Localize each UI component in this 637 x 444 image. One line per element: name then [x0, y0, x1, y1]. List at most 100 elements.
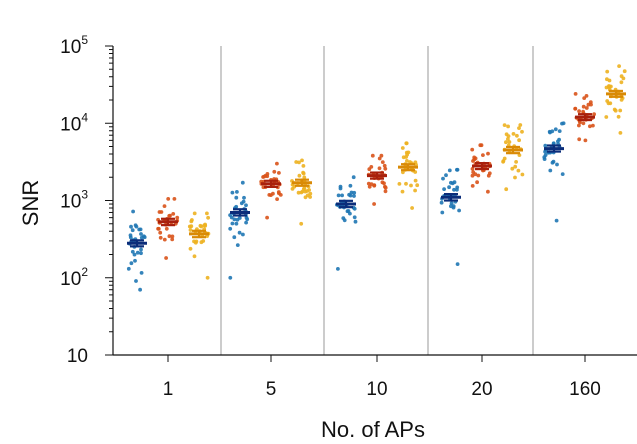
data-point-orange-20 — [501, 159, 505, 164]
data-point-orange-20 — [507, 140, 512, 144]
y-tick-label: 103 — [60, 188, 88, 213]
data-point-orange-1 — [203, 223, 208, 228]
data-point-orange-10 — [409, 183, 413, 188]
data-point-blue-5 — [244, 203, 248, 208]
data-point-orange-10 — [405, 159, 409, 163]
data-point-red-160 — [573, 106, 578, 111]
data-point-orange-5 — [305, 189, 309, 193]
data-point-red-1 — [166, 197, 171, 201]
data-point-orange-1 — [198, 223, 203, 228]
data-point-blue-10 — [348, 193, 353, 198]
data-point-blue-5 — [228, 213, 233, 218]
data-point-blue-5 — [230, 221, 235, 226]
data-point-red-160 — [588, 100, 593, 104]
data-point-orange-20 — [518, 123, 523, 127]
data-point-orange-20 — [504, 140, 508, 145]
data-point-red-20 — [481, 153, 485, 158]
data-point-blue-20 — [449, 201, 454, 206]
data-point-blue-160 — [542, 157, 547, 162]
data-point-red-20 — [470, 184, 475, 188]
x-tick-label-1: 1 — [163, 379, 174, 400]
data-point-orange-10 — [404, 150, 409, 155]
data-point-red-160 — [581, 121, 586, 126]
data-point-red-20 — [471, 159, 475, 163]
data-point-red-20 — [470, 167, 475, 171]
data-point-blue-5 — [244, 220, 249, 225]
y-tick-label: 105 — [60, 33, 88, 58]
data-point-orange-5 — [296, 190, 301, 195]
data-point-orange-10 — [404, 141, 409, 146]
data-point-blue-160 — [557, 129, 562, 134]
data-point-blue-5 — [230, 190, 235, 195]
data-point-orange-20 — [517, 126, 521, 130]
data-point-blue-10 — [336, 267, 340, 271]
data-point-red-1 — [172, 197, 177, 201]
data-point-orange-20 — [513, 164, 518, 169]
data-point-red-5 — [272, 169, 277, 174]
data-point-orange-1 — [206, 215, 211, 220]
data-point-red-1 — [157, 210, 162, 214]
data-point-orange-160 — [605, 77, 609, 82]
data-point-orange-1 — [194, 239, 199, 244]
data-point-blue-1 — [137, 227, 142, 232]
data-point-orange-5 — [301, 171, 306, 176]
data-point-red-5 — [275, 197, 279, 202]
data-point-orange-5 — [302, 175, 307, 180]
data-point-blue-5 — [234, 204, 239, 209]
data-point-blue-10 — [336, 193, 341, 198]
data-point-red-20 — [486, 189, 490, 194]
data-point-red-5 — [277, 171, 281, 175]
data-point-orange-10 — [397, 182, 402, 186]
data-point-blue-10 — [349, 190, 354, 195]
data-point-red-20 — [470, 147, 475, 152]
data-point-blue-1 — [139, 251, 143, 256]
data-point-blue-20 — [455, 262, 460, 266]
data-point-blue-5 — [242, 195, 246, 200]
data-point-red-10 — [370, 153, 375, 158]
data-point-red-10 — [382, 163, 387, 168]
data-point-blue-20 — [447, 168, 452, 173]
data-point-red-10 — [383, 166, 388, 171]
data-point-blue-10 — [351, 175, 356, 180]
data-point-blue-160 — [553, 127, 558, 132]
data-point-red-1 — [158, 230, 163, 235]
data-point-blue-160 — [560, 172, 565, 177]
data-point-red-160 — [588, 124, 592, 129]
mean-markers — [127, 89, 626, 248]
data-point-red-160 — [583, 138, 588, 143]
data-point-orange-1 — [192, 211, 197, 216]
data-point-red-1 — [164, 226, 169, 231]
data-point-red-10 — [369, 182, 374, 187]
y-tick-label: 10 — [67, 346, 88, 367]
data-point-orange-160 — [605, 69, 610, 74]
data-point-red-1 — [156, 226, 161, 231]
data-point-orange-20 — [520, 129, 524, 134]
data-point-red-1 — [164, 256, 169, 260]
data-point-blue-10 — [348, 183, 353, 188]
data-point-blue-20 — [444, 173, 448, 178]
data-point-red-5 — [262, 174, 266, 179]
data-point-red-20 — [475, 180, 479, 185]
data-point-red-160 — [577, 123, 581, 128]
data-point-orange-10 — [415, 183, 420, 188]
data-point-blue-1 — [139, 247, 143, 252]
data-point-red-20 — [486, 173, 491, 178]
data-point-blue-5 — [235, 243, 240, 248]
data-point-orange-20 — [514, 160, 518, 164]
data-point-blue-10 — [352, 215, 357, 220]
data-point-blue-1 — [130, 249, 135, 254]
data-point-blue-5 — [241, 199, 246, 204]
data-point-orange-160 — [616, 114, 621, 119]
data-point-orange-1 — [205, 275, 210, 280]
data-point-blue-160 — [548, 168, 553, 173]
data-point-orange-20 — [506, 137, 510, 141]
data-point-orange-10 — [413, 188, 417, 193]
data-point-red-1 — [170, 234, 175, 239]
data-point-orange-10 — [410, 206, 414, 210]
data-point-blue-5 — [232, 235, 237, 240]
data-point-red-160 — [581, 104, 586, 109]
data-point-blue-5 — [234, 195, 239, 200]
data-point-orange-160 — [619, 80, 624, 85]
data-point-blue-5 — [234, 221, 239, 226]
data-point-red-20 — [473, 156, 478, 161]
